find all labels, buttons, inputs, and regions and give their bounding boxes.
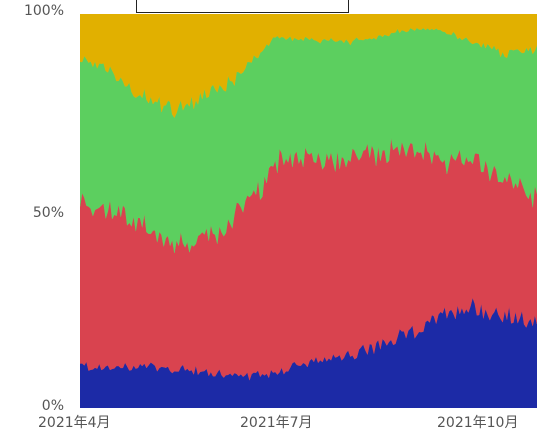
plot-area	[80, 14, 537, 408]
x-tick-label: 2021年4月	[38, 415, 111, 431]
series-area-3	[80, 14, 537, 119]
y-tick-label: 0%	[41, 398, 64, 414]
x-tick-label: 2021年10月	[437, 415, 519, 431]
y-tick-label: 100%	[23, 3, 64, 19]
legend	[136, 0, 349, 13]
x-tick-label: 2021年7月	[240, 415, 313, 431]
y-tick-label: 50%	[32, 205, 64, 221]
